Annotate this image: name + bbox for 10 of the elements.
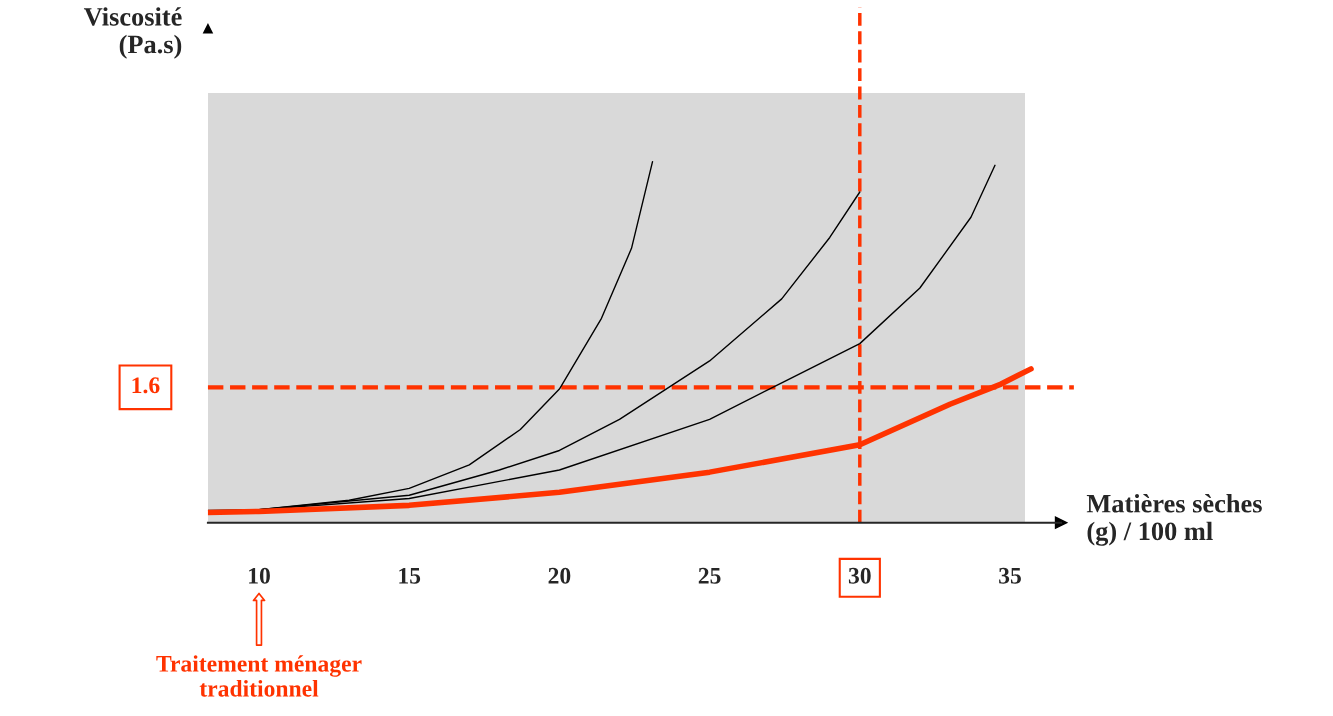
- x-tick-label: 35: [999, 567, 1021, 584]
- y-axis-title: Viscosité (Pa.s): [83, 7, 182, 59]
- x-axis-title: Matières sèches (g) / 100 ml: [1086, 494, 1262, 546]
- text: Traitement ménager traditionnel: [156, 655, 362, 697]
- x-tick-label: 20: [548, 567, 571, 584]
- x-tick-label: 15: [399, 567, 421, 584]
- x-tick-label: 30: [848, 567, 871, 584]
- x-tick-label: 25: [698, 567, 721, 584]
- x-tick-label: 10: [249, 567, 270, 584]
- text: 1.6: [132, 377, 160, 394]
